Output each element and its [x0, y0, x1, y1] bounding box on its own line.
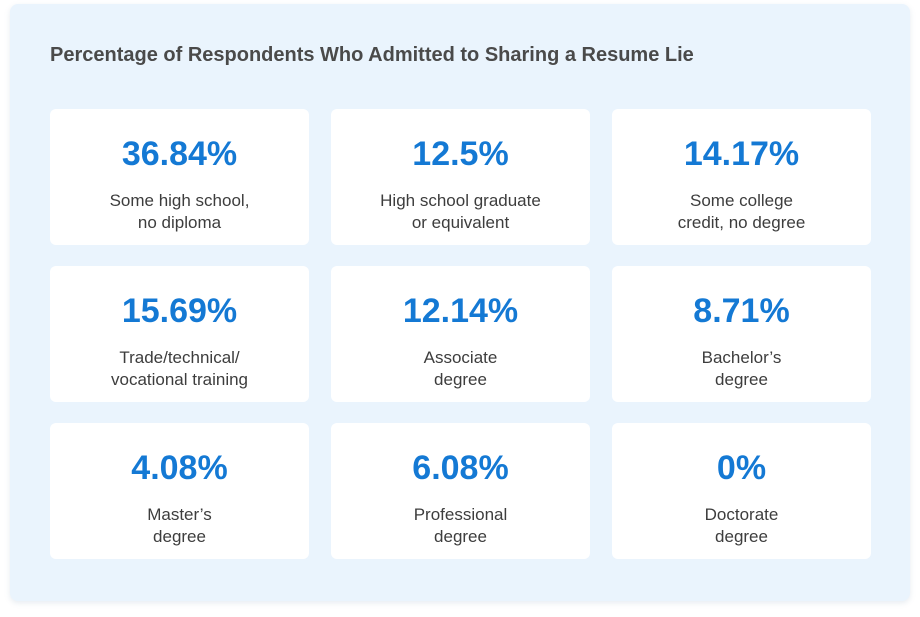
- stat-card: 0% Doctorate degree: [612, 423, 871, 559]
- chart-panel: Percentage of Respondents Who Admitted t…: [10, 4, 910, 601]
- stat-value: 0%: [716, 449, 767, 487]
- stat-label: Professional degree: [413, 505, 508, 546]
- stat-label: Doctorate degree: [704, 505, 779, 546]
- stat-card: 4.08% Master’s degree: [50, 423, 309, 559]
- stat-card-grid: 36.84% Some high school, no diploma 12.5% H…: [50, 109, 871, 559]
- stat-value: 6.08%: [412, 449, 509, 487]
- stat-value: 4.08%: [131, 449, 228, 487]
- stat-card: 15.69% Trade/technical/ vocational traini…: [50, 266, 309, 402]
- stat-card: 12.14% Associate degree: [331, 266, 590, 402]
- chart-title: Percentage of Respondents Who Admitted t…: [50, 44, 694, 66]
- stat-card: 36.84% Some high school, no diploma: [50, 109, 309, 245]
- stat-value: 14.17%: [683, 135, 800, 173]
- stat-label: Master’s degree: [147, 505, 212, 546]
- stat-card: 8.71% Bachelor’s degree: [612, 266, 871, 402]
- stat-label: Some high school, no diploma: [109, 191, 250, 232]
- stat-label: Bachelor’s degree: [701, 348, 782, 389]
- stat-card: 12.5% High school graduate or equivalent: [331, 109, 590, 245]
- stat-value: 15.69%: [121, 292, 238, 330]
- stat-label: Trade/technical/ vocational training: [110, 348, 249, 389]
- stat-value: 36.84%: [121, 135, 238, 173]
- stat-label: Associate degree: [423, 348, 498, 389]
- stat-value: 12.14%: [402, 292, 519, 330]
- stat-card: 14.17% Some college credit, no degree: [612, 109, 871, 245]
- stat-card: 6.08% Professional degree: [331, 423, 590, 559]
- stat-label: High school graduate or equivalent: [380, 191, 541, 232]
- stat-label: Some college credit, no degree: [677, 191, 806, 232]
- stat-value: 12.5%: [412, 135, 509, 173]
- stat-value: 8.71%: [693, 292, 790, 330]
